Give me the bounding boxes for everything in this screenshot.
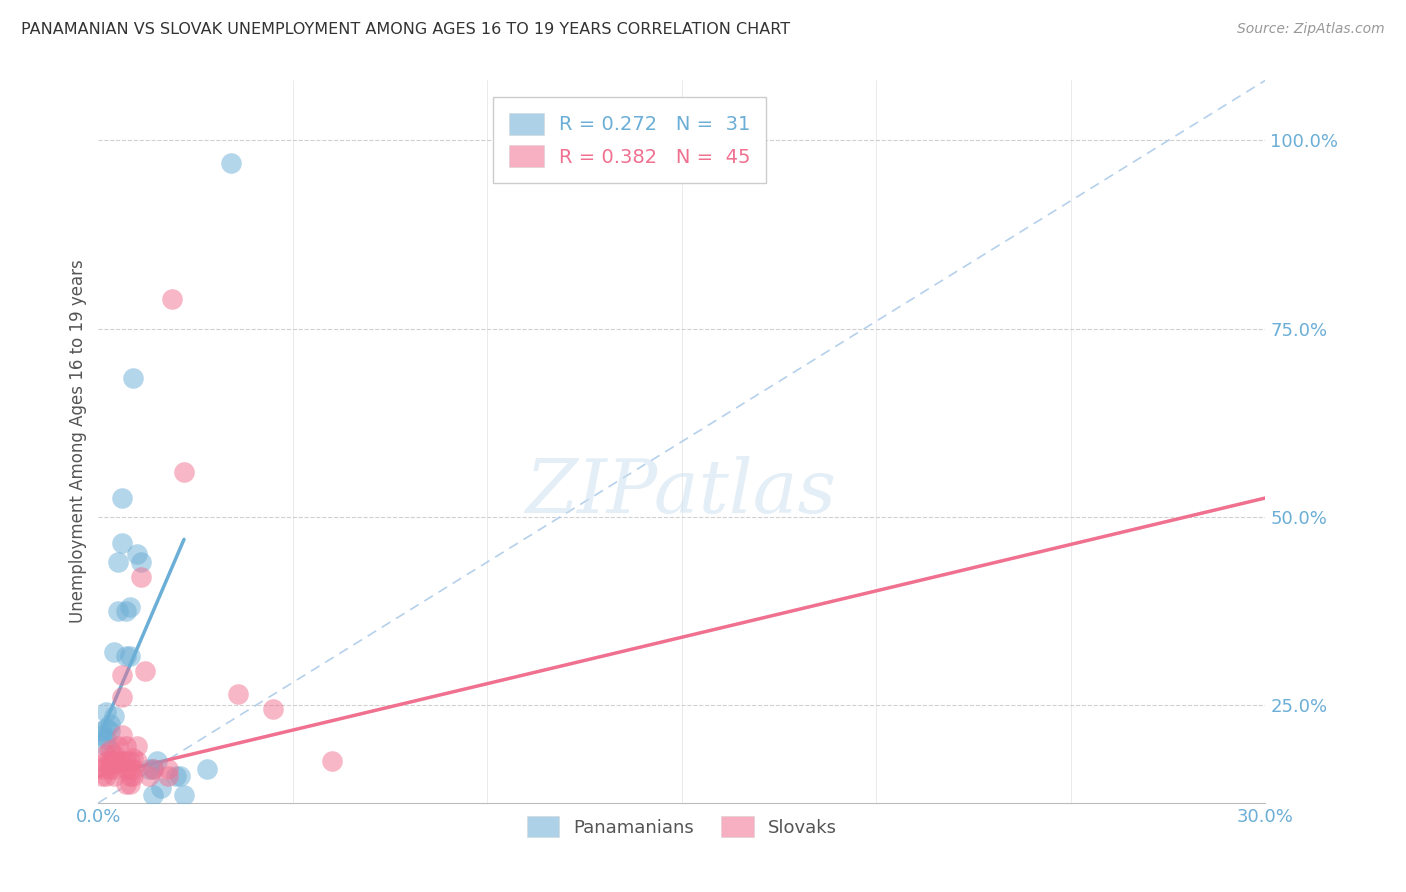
Point [111,491,134,505]
Point [103,709,125,723]
Point [165,769,187,783]
Point [118,648,141,663]
Point [127,755,149,769]
Point [173,789,195,803]
Point [142,762,165,776]
Point [554,156,576,170]
Point [149,780,172,795]
Point [157,762,180,776]
Text: Source: ZipAtlas.com: Source: ZipAtlas.com [1237,22,1385,37]
Point [91,762,114,776]
Point [111,668,134,682]
Point [96,731,118,746]
Point [103,769,125,783]
Point [118,777,141,791]
Point [91,724,114,739]
Point [96,747,118,761]
Point [114,777,136,791]
Point [107,604,129,618]
Point [103,762,125,776]
Y-axis label: Unemployment Among Ages 16 to 19 years: Unemployment Among Ages 16 to 19 years [69,260,87,624]
Point [114,739,136,754]
Point [103,645,125,659]
Point [114,762,136,776]
Point [96,706,118,720]
Point [98,762,121,776]
Point [96,769,118,783]
Point [96,758,118,772]
Point [103,755,125,769]
Text: ZIPatlas: ZIPatlas [526,456,838,528]
Point [122,750,145,764]
Point [118,755,141,769]
Point [173,465,195,479]
Point [142,789,165,803]
Point [98,758,121,772]
Point [142,762,165,776]
Point [118,762,141,776]
Point [98,743,121,757]
Point [122,370,145,384]
Point [107,755,129,769]
Legend: Panamanians, Slovaks: Panamanians, Slovaks [519,809,845,845]
Point [98,724,121,739]
Point [228,687,250,701]
Point [157,769,180,783]
Point [122,769,145,783]
Point [111,728,134,742]
Point [91,728,114,742]
Point [129,555,152,569]
Point [195,762,218,776]
Point [321,755,343,769]
Point [118,600,141,615]
Point [138,762,160,776]
Point [129,570,152,584]
Point [98,755,121,769]
Point [114,648,136,663]
Text: PANAMANIAN VS SLOVAK UNEMPLOYMENT AMONG AGES 16 TO 19 YEARS CORRELATION CHART: PANAMANIAN VS SLOVAK UNEMPLOYMENT AMONG … [21,22,790,37]
Point [91,769,114,783]
Point [162,292,184,306]
Point [107,555,129,569]
Point [138,769,160,783]
Point [118,769,141,783]
Point [219,156,242,170]
Point [114,604,136,618]
Point [111,690,134,705]
Point [114,755,136,769]
Point [96,739,118,754]
Point [127,548,149,562]
Point [262,702,284,716]
Point [96,721,118,735]
Point [127,739,149,754]
Point [169,769,191,783]
Point [134,664,156,678]
Point [107,739,129,754]
Point [103,747,125,761]
Point [96,755,118,769]
Point [146,755,169,769]
Point [122,762,145,776]
Point [111,536,134,550]
Point [111,755,134,769]
Point [98,716,121,731]
